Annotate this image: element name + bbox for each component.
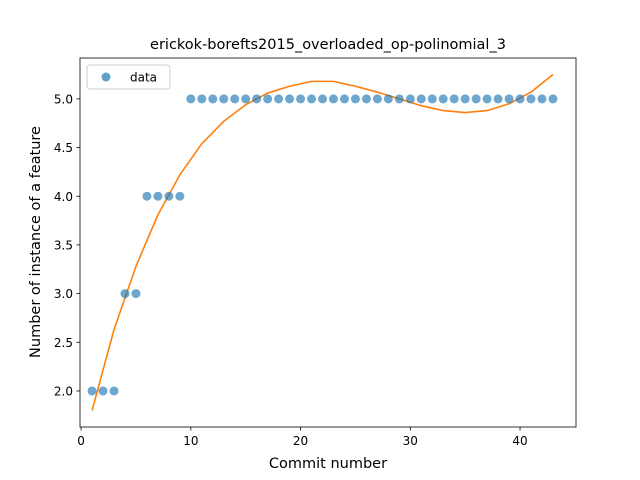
y-tick-label: 5.0 [54, 92, 73, 106]
x-axis-ticks: 0 10 20 30 40 [77, 427, 528, 448]
data-point [394, 94, 404, 104]
x-tick-label: 20 [293, 434, 308, 448]
legend-label-data: data [130, 71, 157, 85]
data-point [328, 94, 338, 104]
legend-marker-data [101, 72, 111, 82]
data-point [449, 94, 459, 104]
data-point [339, 94, 349, 104]
data-point [219, 94, 229, 104]
data-point [285, 94, 295, 104]
data-point [383, 94, 393, 104]
x-tick-label: 30 [403, 434, 418, 448]
data-point [438, 94, 448, 104]
data-point [142, 191, 152, 201]
data-point [230, 94, 240, 104]
legend: data [86, 64, 171, 90]
data-point [197, 94, 207, 104]
plot-frame [79, 57, 577, 428]
data-point [252, 94, 262, 104]
y-axis-ticks: 2.0 2.5 3.0 3.5 4.0 4.5 5.0 [54, 92, 80, 398]
y-tick-label: 4.0 [54, 190, 73, 204]
x-tick-label: 0 [77, 434, 85, 448]
data-point [416, 94, 426, 104]
data-point [175, 191, 185, 201]
data-point [515, 94, 525, 104]
data-point [87, 386, 97, 396]
data-point [109, 386, 119, 396]
data-point [526, 94, 536, 104]
data-point [186, 94, 196, 104]
data-point [350, 94, 360, 104]
data-point [296, 94, 306, 104]
data-point [504, 94, 514, 104]
data-scatter-series [87, 94, 558, 396]
y-tick-label: 3.5 [54, 238, 73, 252]
data-point [153, 191, 163, 201]
data-point [208, 94, 218, 104]
data-point [98, 386, 108, 396]
data-point [493, 94, 503, 104]
x-axis-label: Commit number [269, 456, 387, 472]
y-tick-label: 2.5 [54, 336, 73, 350]
data-point [427, 94, 437, 104]
data-point [482, 94, 492, 104]
data-point [460, 94, 470, 104]
data-point [548, 94, 558, 104]
data-point [318, 94, 328, 104]
y-tick-label: 4.5 [54, 141, 73, 155]
data-point [131, 289, 141, 299]
data-point [471, 94, 481, 104]
data-point [361, 94, 371, 104]
data-point [263, 94, 273, 104]
data-point [307, 94, 317, 104]
data-point [120, 289, 130, 299]
y-tick-label: 2.0 [54, 384, 73, 398]
data-point [274, 94, 284, 104]
data-point [405, 94, 415, 104]
chart-title: erickok-borefts2015_overloaded_op-polino… [150, 37, 506, 53]
x-tick-label: 40 [512, 434, 527, 448]
x-tick-label: 10 [183, 434, 198, 448]
data-point [537, 94, 547, 104]
legend-box [86, 64, 171, 90]
data-point [372, 94, 382, 104]
data-point [164, 191, 174, 201]
data-point [241, 94, 251, 104]
y-tick-label: 3.0 [54, 287, 73, 301]
y-axis-label: Number of instance of a feature [28, 126, 44, 358]
